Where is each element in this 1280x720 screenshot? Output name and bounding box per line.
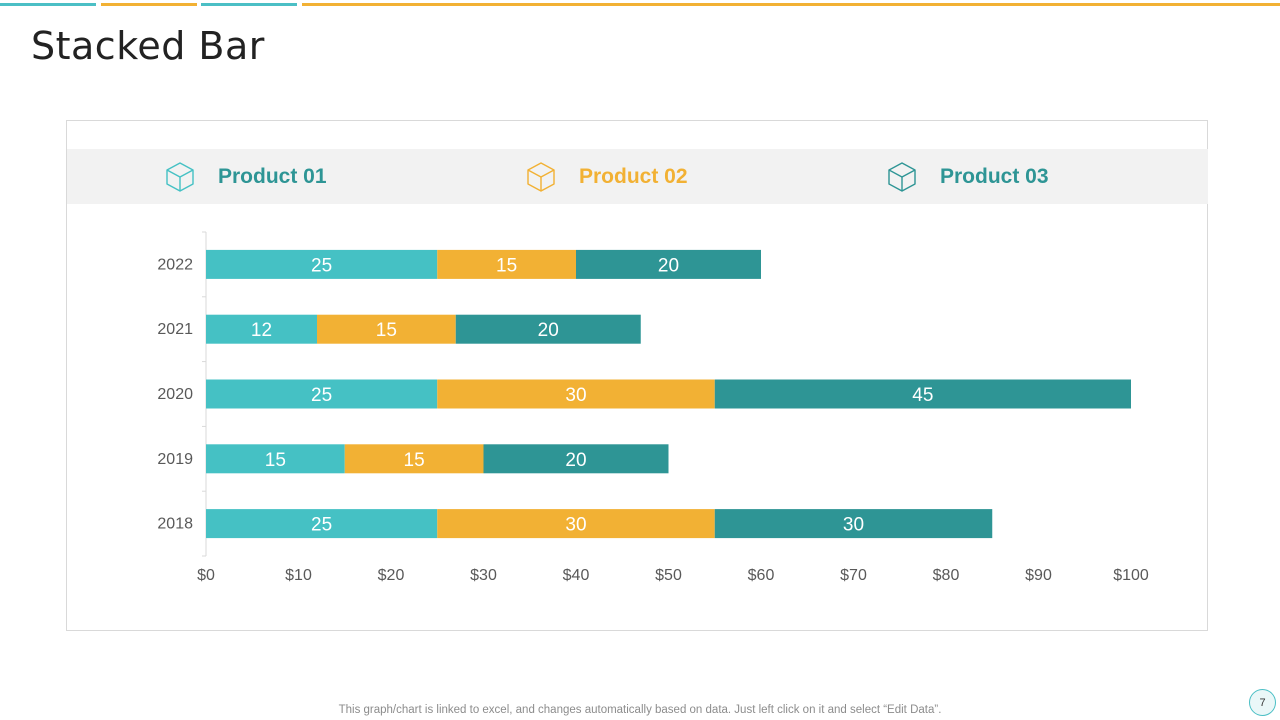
x-tick-label: $40 [563, 567, 590, 584]
data-label: 25 [311, 515, 332, 536]
y-tick-label: 2019 [157, 451, 193, 468]
cube-icon [166, 161, 194, 192]
bar-segment[interactable] [317, 314, 456, 344]
x-tick-label: $60 [748, 567, 775, 584]
bar-segment[interactable] [437, 249, 576, 279]
data-label: 30 [843, 515, 864, 536]
x-tick-label: $90 [1025, 567, 1052, 584]
data-label: 25 [311, 385, 332, 406]
data-label: 20 [565, 450, 586, 471]
bar-segment[interactable] [206, 379, 438, 409]
data-label: 30 [565, 385, 586, 406]
legend-item-product-01[interactable]: Product 01 [165, 149, 327, 204]
legend-label: Product 01 [218, 164, 327, 188]
page-title: Stacked Bar [31, 24, 265, 68]
bar-segment[interactable] [714, 379, 1131, 409]
page-number: 7 [1249, 689, 1276, 716]
chart-frame [66, 120, 1208, 631]
data-label: 15 [265, 450, 286, 471]
top-accent-bar-2 [101, 3, 197, 6]
bar-segment[interactable] [483, 444, 669, 474]
bar-segment[interactable] [206, 509, 438, 539]
data-label: 15 [496, 255, 517, 276]
footer-note: This graph/chart is linked to excel, and… [338, 704, 942, 716]
bar-segment[interactable] [206, 249, 438, 279]
data-label: 25 [311, 255, 332, 276]
x-tick-label: $30 [470, 567, 497, 584]
bar-segment[interactable] [344, 444, 484, 474]
data-label: 15 [376, 320, 397, 341]
bar-segment[interactable] [455, 314, 641, 344]
cube-icon [527, 161, 555, 192]
legend-label: Product 02 [579, 164, 688, 188]
cube-icon [888, 161, 916, 192]
x-tick-label: $70 [840, 567, 867, 584]
x-tick-label: $50 [655, 567, 682, 584]
legend-item-product-03[interactable]: Product 03 [887, 149, 1049, 204]
bar-segment[interactable] [437, 379, 715, 409]
bar-segment[interactable] [576, 249, 761, 279]
legend-label: Product 03 [940, 164, 1049, 188]
data-label: 15 [404, 450, 425, 471]
data-label: 45 [912, 385, 933, 406]
y-tick-label: 2018 [157, 516, 193, 533]
bar-segment[interactable] [206, 444, 345, 474]
top-accent-bar-4 [302, 3, 1280, 6]
y-tick-label: 2021 [157, 321, 193, 338]
bar-segment[interactable] [437, 509, 715, 539]
data-label: 12 [251, 320, 272, 341]
bar-segment[interactable] [714, 509, 993, 539]
top-accent-bar-1 [0, 3, 96, 6]
y-tick-label: 2022 [157, 256, 193, 273]
x-tick-label: $80 [933, 567, 960, 584]
x-tick-label: $20 [378, 567, 405, 584]
top-accent-bar-3 [201, 3, 297, 6]
data-label: 30 [565, 515, 586, 536]
legend: Product 01 Product 02 Product 03 [67, 149, 1208, 204]
data-label: 20 [658, 255, 679, 276]
x-tick-label: $0 [197, 567, 215, 584]
x-tick-label: $100 [1113, 567, 1149, 584]
x-tick-label: $10 [285, 567, 312, 584]
bar-segment[interactable] [206, 314, 317, 344]
data-label: 20 [538, 320, 559, 341]
y-tick-label: 2020 [157, 386, 193, 403]
legend-item-product-02[interactable]: Product 02 [526, 149, 688, 204]
